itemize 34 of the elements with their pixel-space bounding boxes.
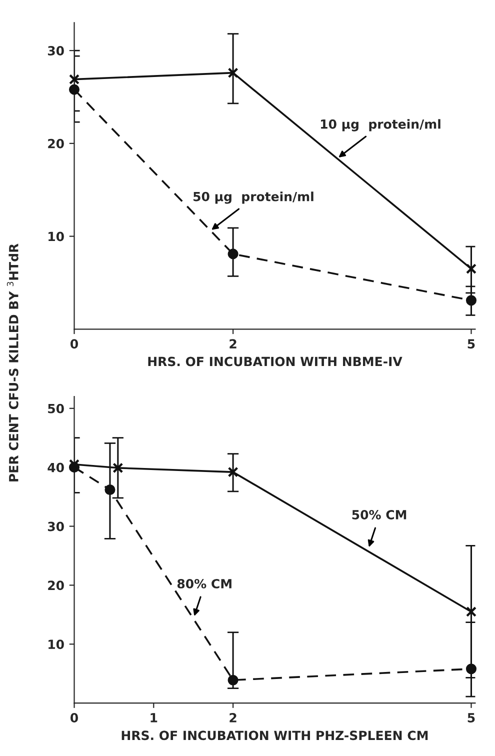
y-axis-title: PER CENT CFU-S KILLED BY $^{3}$HTdR <box>6 244 18 482</box>
point <box>104 484 116 495</box>
y-tick-label: 20 <box>48 580 64 590</box>
y-tick-label: 30 <box>48 46 64 56</box>
x-tick-label: 2 <box>230 339 236 348</box>
x-tick-label: 5 <box>468 713 475 722</box>
y-tick-label: 50 <box>48 404 64 414</box>
point <box>228 674 238 686</box>
x-tick-label: 1 <box>150 713 158 722</box>
annotation: 50% CM <box>352 510 406 520</box>
annotation: 80% CM <box>177 578 232 588</box>
y-tick-label: 10 <box>48 640 64 650</box>
y-tick-label: 10 <box>48 232 64 242</box>
annotation: 10 µg protein/ml <box>321 119 440 132</box>
y-tick-label: 30 <box>48 522 64 532</box>
x-tick-label: 0 <box>70 339 78 349</box>
annotation: 50 µg protein/ml <box>194 192 314 204</box>
x-tick-label: 5 <box>468 339 475 349</box>
y-tick-label: 40 <box>48 462 64 472</box>
point <box>68 74 80 85</box>
x-axis-title: HRS. OF INCUBATION WITH PHZ-SPLEEN CM <box>122 730 428 740</box>
point <box>228 68 238 78</box>
point <box>228 466 238 478</box>
point <box>466 264 477 274</box>
point <box>68 84 80 95</box>
y-tick-label: 20 <box>48 138 64 148</box>
point <box>466 606 477 617</box>
x-tick-label: 2 <box>230 713 236 722</box>
x-tick-label: 0 <box>70 713 78 722</box>
point <box>228 248 238 260</box>
x-axis-title: HRS. OF INCUBATION WITH NBME-IV <box>148 356 402 366</box>
point <box>466 295 477 306</box>
point <box>466 664 477 674</box>
point <box>112 462 124 474</box>
